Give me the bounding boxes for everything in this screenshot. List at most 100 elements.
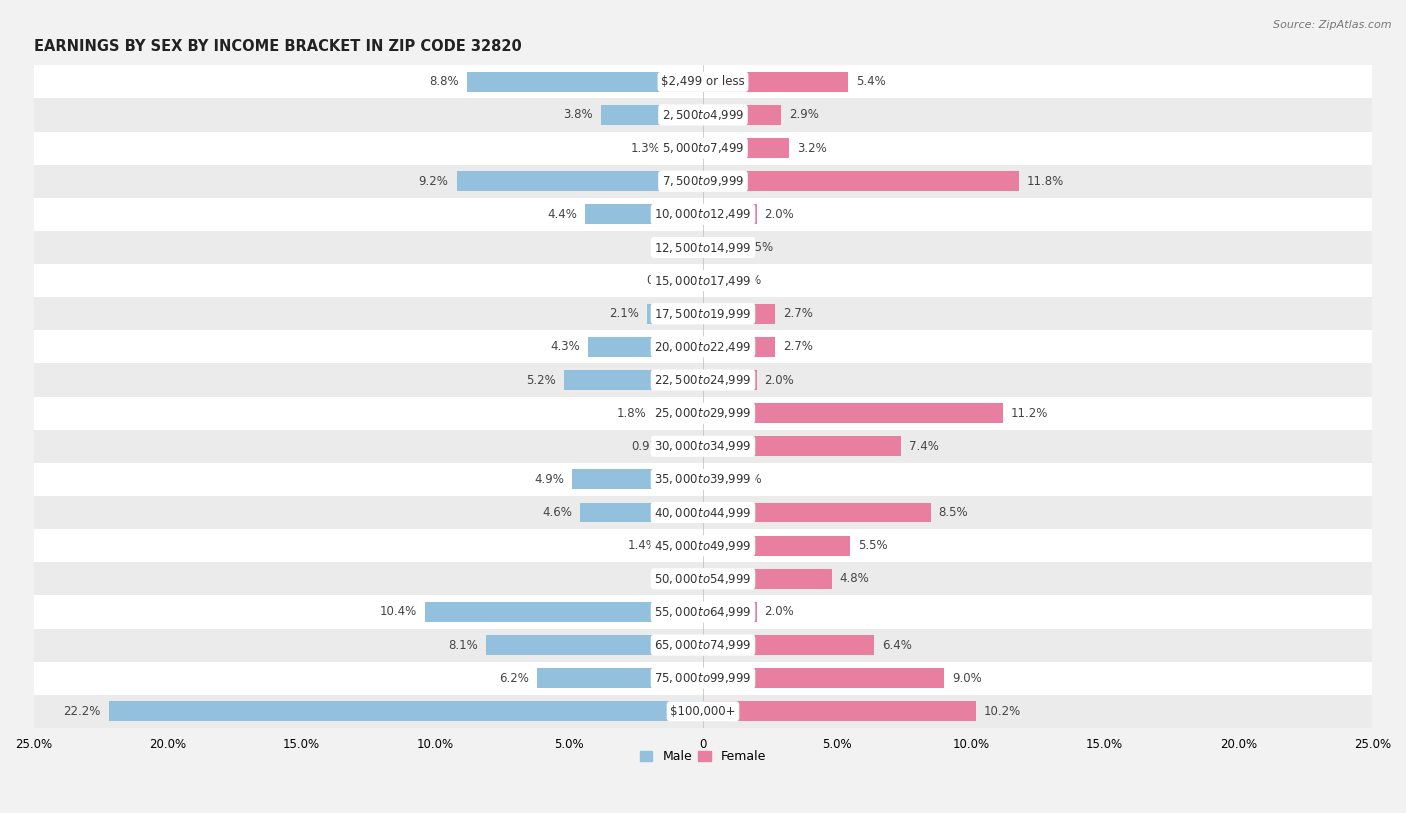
Text: 5.4%: 5.4% xyxy=(856,76,886,89)
Bar xyxy=(34,628,1372,662)
Text: $35,000 to $39,999: $35,000 to $39,999 xyxy=(654,472,752,486)
Bar xyxy=(703,72,848,92)
Text: $12,500 to $14,999: $12,500 to $14,999 xyxy=(654,241,752,254)
Text: $50,000 to $54,999: $50,000 to $54,999 xyxy=(654,572,752,586)
Bar xyxy=(703,172,1019,191)
Text: 0.49%: 0.49% xyxy=(724,274,762,287)
Text: 10.2%: 10.2% xyxy=(984,705,1021,718)
Bar xyxy=(425,602,703,622)
Text: 2.9%: 2.9% xyxy=(789,108,818,121)
Text: Source: ZipAtlas.com: Source: ZipAtlas.com xyxy=(1274,20,1392,30)
Text: $22,500 to $24,999: $22,500 to $24,999 xyxy=(654,373,752,387)
Text: 6.4%: 6.4% xyxy=(883,638,912,651)
Text: 0.0%: 0.0% xyxy=(665,241,695,254)
Bar xyxy=(467,72,703,92)
Text: $2,499 or less: $2,499 or less xyxy=(661,76,745,89)
Bar xyxy=(564,370,703,390)
Bar xyxy=(692,271,703,290)
Text: 6.2%: 6.2% xyxy=(499,672,529,685)
Bar xyxy=(703,437,901,456)
Text: 2.0%: 2.0% xyxy=(765,373,794,386)
Bar xyxy=(34,496,1372,529)
Text: 11.8%: 11.8% xyxy=(1026,175,1064,188)
Text: $20,000 to $22,499: $20,000 to $22,499 xyxy=(654,340,752,354)
Bar xyxy=(703,370,756,390)
Bar xyxy=(34,563,1372,595)
Bar xyxy=(665,536,703,555)
Bar xyxy=(34,264,1372,298)
Bar xyxy=(486,635,703,655)
Bar xyxy=(585,204,703,224)
Text: 2.0%: 2.0% xyxy=(765,606,794,619)
Text: 8.1%: 8.1% xyxy=(449,638,478,651)
Bar xyxy=(703,304,775,324)
Bar xyxy=(108,702,703,721)
Text: 4.9%: 4.9% xyxy=(534,473,564,486)
Bar xyxy=(34,695,1372,728)
Text: 22.2%: 22.2% xyxy=(63,705,100,718)
Text: $15,000 to $17,499: $15,000 to $17,499 xyxy=(654,274,752,288)
Bar xyxy=(34,298,1372,330)
Bar xyxy=(34,430,1372,463)
Text: 0.95%: 0.95% xyxy=(737,241,773,254)
Text: 4.4%: 4.4% xyxy=(547,208,576,221)
Text: 2.0%: 2.0% xyxy=(765,208,794,221)
Bar xyxy=(34,98,1372,132)
Text: 1.4%: 1.4% xyxy=(627,539,658,552)
Text: 4.6%: 4.6% xyxy=(541,506,572,519)
Text: 4.3%: 4.3% xyxy=(550,341,579,354)
Bar xyxy=(703,271,716,290)
Bar xyxy=(572,469,703,489)
Bar xyxy=(34,65,1372,98)
Text: EARNINGS BY SEX BY INCOME BRACKET IN ZIP CODE 32820: EARNINGS BY SEX BY INCOME BRACKET IN ZIP… xyxy=(34,39,522,54)
Bar xyxy=(34,198,1372,231)
Bar xyxy=(703,569,831,589)
Bar xyxy=(703,635,875,655)
Text: 0.43%: 0.43% xyxy=(647,274,683,287)
Text: 0.0%: 0.0% xyxy=(665,572,695,585)
Bar xyxy=(703,105,780,125)
Text: 7.4%: 7.4% xyxy=(910,440,939,453)
Bar xyxy=(703,702,976,721)
Text: $40,000 to $44,999: $40,000 to $44,999 xyxy=(654,506,752,520)
Bar xyxy=(678,437,703,456)
Text: 0.97%: 0.97% xyxy=(631,440,669,453)
Text: 5.2%: 5.2% xyxy=(526,373,555,386)
Text: 3.8%: 3.8% xyxy=(564,108,593,121)
Legend: Male, Female: Male, Female xyxy=(636,745,770,768)
Bar xyxy=(703,502,931,523)
Text: $17,500 to $19,999: $17,500 to $19,999 xyxy=(654,307,752,321)
Bar xyxy=(588,337,703,357)
Bar xyxy=(703,536,851,555)
Bar xyxy=(655,403,703,423)
Text: 2.1%: 2.1% xyxy=(609,307,638,320)
Bar xyxy=(703,237,728,258)
Text: $100,000+: $100,000+ xyxy=(671,705,735,718)
Bar xyxy=(34,463,1372,496)
Text: $7,500 to $9,999: $7,500 to $9,999 xyxy=(662,174,744,189)
Bar xyxy=(457,172,703,191)
Bar xyxy=(579,502,703,523)
Text: $30,000 to $34,999: $30,000 to $34,999 xyxy=(654,439,752,454)
Bar xyxy=(602,105,703,125)
Text: $45,000 to $49,999: $45,000 to $49,999 xyxy=(654,539,752,553)
Text: 0.8%: 0.8% xyxy=(733,473,762,486)
Bar xyxy=(703,403,1002,423)
Bar xyxy=(703,138,789,158)
Text: 9.2%: 9.2% xyxy=(419,175,449,188)
Text: 9.0%: 9.0% xyxy=(952,672,981,685)
Bar xyxy=(647,304,703,324)
Text: 10.4%: 10.4% xyxy=(380,606,416,619)
Bar xyxy=(34,662,1372,695)
Bar xyxy=(34,595,1372,628)
Bar xyxy=(703,602,756,622)
Bar xyxy=(34,363,1372,397)
Text: $5,000 to $7,499: $5,000 to $7,499 xyxy=(662,141,744,155)
Bar xyxy=(34,165,1372,198)
Bar xyxy=(668,138,703,158)
Bar xyxy=(703,668,943,688)
Text: 8.5%: 8.5% xyxy=(939,506,969,519)
Text: $10,000 to $12,499: $10,000 to $12,499 xyxy=(654,207,752,221)
Bar xyxy=(703,469,724,489)
Text: 1.3%: 1.3% xyxy=(630,141,661,154)
